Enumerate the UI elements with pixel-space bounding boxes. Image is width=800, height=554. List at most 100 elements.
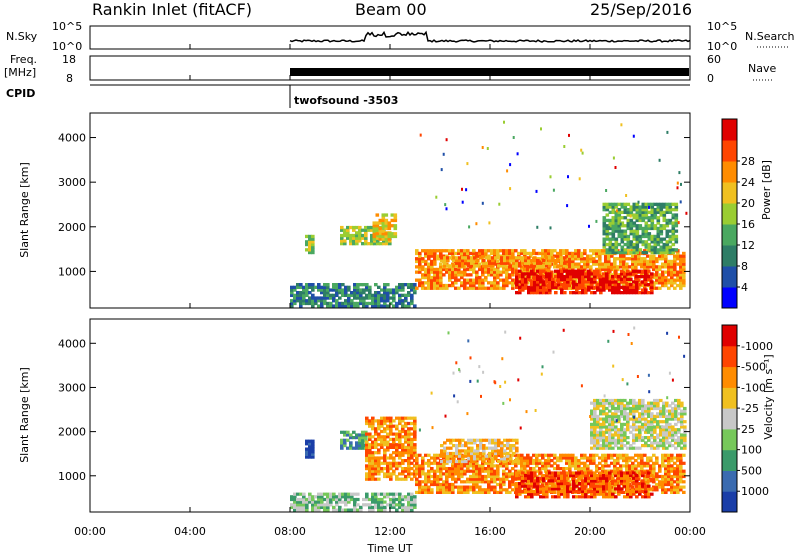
heatmap-cell	[665, 446, 669, 450]
heatmap-cell	[293, 301, 297, 306]
heatmap-cell	[608, 288, 612, 292]
heatmap-cell	[659, 420, 663, 424]
heatmap-cell	[625, 262, 629, 266]
heatmap-cell	[668, 444, 672, 448]
heatmap-cell	[374, 472, 378, 476]
heatmap-cell	[565, 249, 569, 253]
heatmap-cell	[311, 304, 315, 308]
heatmap-cell	[644, 409, 648, 413]
heatmap-cell	[387, 221, 392, 225]
heatmap-cell	[631, 267, 635, 272]
heatmap-cell	[517, 456, 521, 460]
heatmap-cell	[590, 417, 594, 421]
heatmap-cell	[602, 218, 607, 223]
heatmap-cell	[377, 299, 381, 303]
heatmap-cell	[563, 474, 567, 478]
heatmap-cell	[633, 415, 636, 419]
heatmap-cell	[665, 401, 669, 405]
heatmap-cell	[485, 446, 489, 450]
heatmap-cell	[293, 505, 297, 509]
heatmap-cell	[572, 482, 576, 486]
heatmap-cell	[311, 301, 315, 306]
heatmap-cell	[386, 288, 390, 292]
heatmap-cell	[349, 433, 353, 437]
heatmap-cell	[407, 437, 411, 441]
heatmap-cell	[521, 272, 525, 276]
heatmap-cell	[620, 406, 624, 411]
heatmap-cell	[527, 275, 531, 279]
heatmap-cell	[443, 264, 447, 268]
heatmap-cell	[664, 480, 668, 484]
heatmap-cell	[536, 283, 540, 287]
heatmap-cell	[430, 254, 434, 258]
heatmap-cell	[563, 269, 567, 273]
heatmap-cell	[541, 464, 545, 468]
heatmap-cell	[470, 446, 474, 450]
heatmap-cell	[463, 472, 467, 476]
heatmap-cell	[682, 485, 686, 489]
heatmap-cell	[674, 438, 678, 442]
heatmap-cell	[365, 432, 369, 436]
heatmap-cell	[457, 249, 461, 253]
heatmap-cell	[496, 281, 500, 285]
heatmap-cell	[635, 269, 639, 273]
heatmap-cell	[568, 456, 572, 460]
heatmap-cell	[466, 469, 470, 473]
heatmap-cell	[377, 500, 381, 504]
heatmap-cell	[523, 467, 527, 471]
heatmap-cell	[526, 456, 530, 460]
heatmap-cell	[383, 299, 387, 303]
heatmap-cell	[404, 505, 408, 509]
heatmap-cell	[443, 449, 447, 453]
heatmap-cell	[398, 432, 402, 436]
heatmap-cell	[383, 296, 387, 300]
heatmap-cell	[653, 420, 657, 424]
heatmap-cell	[665, 224, 670, 228]
heatmap-cell	[404, 451, 408, 455]
heatmap-cell	[430, 286, 434, 290]
heatmap-cell	[448, 275, 452, 280]
heatmap-cell	[493, 259, 497, 264]
heatmap-cell	[392, 495, 396, 499]
heatmap-cell	[637, 461, 641, 465]
heatmap-cell	[372, 226, 377, 231]
heatmap-cell	[623, 438, 627, 442]
heatmap-cell	[451, 482, 455, 487]
heatmap-cell	[377, 427, 381, 431]
heatmap-cell	[646, 490, 650, 494]
heatmap-cell	[650, 283, 654, 287]
heatmap-cell	[595, 254, 599, 258]
heatmap-cell	[436, 254, 440, 258]
heatmap-cell	[493, 472, 497, 476]
heatmap-cell	[392, 432, 396, 436]
heatmap-cell	[478, 267, 482, 272]
heatmap-cell	[359, 291, 363, 295]
heatmap-cell	[679, 259, 683, 264]
heatmap-cell	[527, 487, 531, 491]
heatmap-cell	[604, 453, 608, 457]
heatmap-cell	[503, 457, 507, 461]
heatmap-cell	[614, 471, 618, 475]
heatmap-cell	[620, 205, 625, 209]
heatmap-cell	[365, 448, 369, 452]
heatmap-cell	[364, 225, 368, 230]
heatmap-cell	[652, 485, 656, 489]
heatmap-cell	[628, 270, 632, 274]
heatmap-cell	[487, 474, 491, 479]
heatmap-cell	[554, 471, 558, 475]
heatmap-cell	[587, 479, 591, 483]
heatmap-cell	[305, 450, 309, 454]
heatmap-cell	[592, 262, 596, 266]
heatmap-cell	[293, 285, 297, 289]
heatmap-cell	[349, 436, 353, 440]
heatmap-cell	[383, 453, 387, 457]
heatmap-cell	[460, 485, 464, 489]
heatmap-cell	[623, 242, 628, 247]
heatmap-cell	[380, 296, 384, 300]
heatmap-cell	[635, 285, 639, 289]
heatmap-cell	[527, 288, 531, 292]
heatmap-cell	[572, 471, 576, 475]
heatmap-cell	[643, 286, 647, 290]
heatmap-cell	[614, 242, 619, 247]
heatmap-cell	[496, 249, 500, 253]
